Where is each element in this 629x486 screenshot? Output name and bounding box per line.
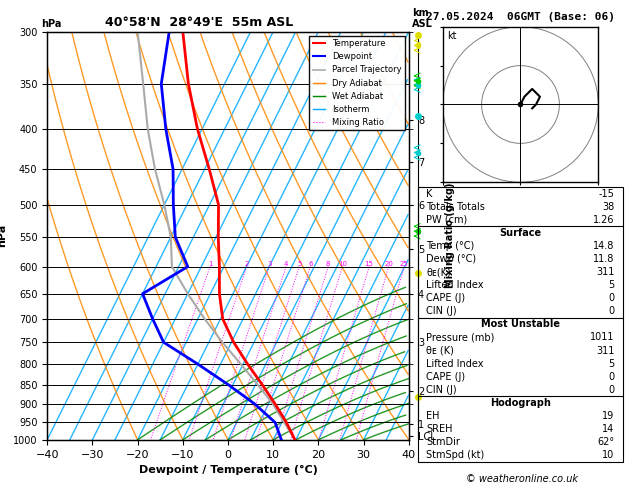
Text: CAPE (J): CAPE (J) — [426, 293, 465, 303]
Text: Lifted Index: Lifted Index — [426, 359, 484, 369]
Text: Mixing Ratio (g/kg): Mixing Ratio (g/kg) — [445, 183, 455, 289]
Text: 11.8: 11.8 — [593, 254, 615, 264]
Text: 62°: 62° — [598, 437, 615, 447]
Text: 4: 4 — [284, 260, 288, 267]
Text: 0: 0 — [608, 385, 615, 395]
Text: Temp (°C): Temp (°C) — [426, 241, 475, 251]
Text: SREH: SREH — [426, 424, 453, 434]
Text: Lifted Index: Lifted Index — [426, 280, 484, 290]
Text: CAPE (J): CAPE (J) — [426, 372, 465, 382]
Text: 20: 20 — [384, 260, 393, 267]
Text: θᴇ(K): θᴇ(K) — [426, 267, 451, 277]
Text: km
ASL: km ASL — [412, 8, 433, 29]
Text: 311: 311 — [596, 346, 615, 356]
Text: 10: 10 — [603, 450, 615, 460]
Text: PW (cm): PW (cm) — [426, 215, 468, 225]
Text: 311: 311 — [596, 267, 615, 277]
Text: 3: 3 — [267, 260, 272, 267]
Text: 14: 14 — [603, 424, 615, 434]
Text: Pressure (mb): Pressure (mb) — [426, 332, 495, 343]
Text: 38: 38 — [603, 202, 615, 212]
Text: K: K — [426, 189, 433, 199]
Text: 2: 2 — [245, 260, 249, 267]
Y-axis label: hPa: hPa — [0, 224, 8, 247]
Text: Surface: Surface — [499, 228, 542, 238]
Text: 0: 0 — [608, 306, 615, 316]
Text: EH: EH — [426, 411, 440, 421]
Text: 0: 0 — [608, 293, 615, 303]
Text: StmSpd (kt): StmSpd (kt) — [426, 450, 485, 460]
Text: CIN (J): CIN (J) — [426, 306, 457, 316]
Text: 40°58'N  28°49'E  55m ASL: 40°58'N 28°49'E 55m ASL — [105, 16, 293, 29]
Text: CIN (J): CIN (J) — [426, 385, 457, 395]
Text: hPa: hPa — [41, 19, 61, 29]
Text: 14.8: 14.8 — [593, 241, 615, 251]
Text: 1011: 1011 — [590, 332, 615, 343]
Text: Totals Totals: Totals Totals — [426, 202, 486, 212]
Text: 25: 25 — [400, 260, 409, 267]
Text: 0: 0 — [608, 372, 615, 382]
Text: Dewp (°C): Dewp (°C) — [426, 254, 477, 264]
Text: -15: -15 — [599, 189, 615, 199]
Text: θᴇ (K): θᴇ (K) — [426, 346, 454, 356]
Text: © weatheronline.co.uk: © weatheronline.co.uk — [466, 473, 578, 484]
Text: 5: 5 — [608, 280, 615, 290]
Text: 5: 5 — [297, 260, 301, 267]
Text: 19: 19 — [603, 411, 615, 421]
Legend: Temperature, Dewpoint, Parcel Trajectory, Dry Adiabat, Wet Adiabat, Isotherm, Mi: Temperature, Dewpoint, Parcel Trajectory… — [309, 36, 404, 130]
X-axis label: Dewpoint / Temperature (°C): Dewpoint / Temperature (°C) — [138, 465, 318, 475]
Text: 27.05.2024  06GMT (Base: 06): 27.05.2024 06GMT (Base: 06) — [426, 12, 615, 22]
Text: 1: 1 — [208, 260, 213, 267]
Text: kt: kt — [447, 32, 457, 41]
Text: 6: 6 — [308, 260, 313, 267]
Text: 10: 10 — [338, 260, 347, 267]
Text: Most Unstable: Most Unstable — [481, 319, 560, 330]
Text: 8: 8 — [326, 260, 330, 267]
Text: StmDir: StmDir — [426, 437, 460, 447]
Text: 15: 15 — [365, 260, 374, 267]
Text: 1.26: 1.26 — [593, 215, 615, 225]
Text: Hodograph: Hodograph — [490, 398, 551, 408]
Text: 5: 5 — [608, 359, 615, 369]
